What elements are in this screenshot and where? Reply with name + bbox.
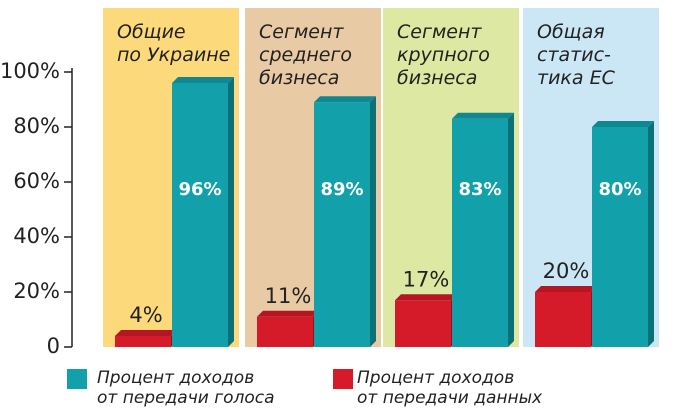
bar bbox=[452, 118, 508, 347]
bar-top bbox=[452, 112, 514, 119]
bar bbox=[172, 83, 228, 347]
bar bbox=[592, 127, 648, 347]
bar bbox=[115, 336, 171, 347]
category-label: Общие по Украине bbox=[117, 21, 230, 66]
y-tick-label: 20% bbox=[13, 279, 60, 303]
category-label: Сегмент среднего бизнеса bbox=[259, 21, 352, 89]
y-tick-label: 100% bbox=[0, 59, 60, 83]
value-label: 20% bbox=[543, 259, 590, 283]
value-label: 96% bbox=[178, 179, 221, 200]
bar bbox=[535, 292, 591, 347]
bar bbox=[314, 102, 370, 347]
bar-top bbox=[314, 96, 376, 103]
legend-swatch bbox=[333, 369, 353, 389]
bar-top bbox=[395, 294, 457, 301]
value-label: 89% bbox=[320, 179, 363, 200]
bar bbox=[257, 316, 313, 347]
bar-top bbox=[115, 330, 177, 336]
value-label: 80% bbox=[598, 179, 641, 200]
bar-top bbox=[172, 77, 234, 83]
bar-side bbox=[228, 77, 234, 347]
bar-top bbox=[592, 121, 654, 127]
y-tick-label: 0 bbox=[47, 334, 60, 358]
legend-label: Процент доходов от передачи голоса bbox=[97, 368, 275, 408]
value-label: 4% bbox=[129, 303, 162, 327]
value-label: 83% bbox=[458, 179, 501, 200]
y-tick-label: 80% bbox=[13, 114, 60, 138]
y-tick-label: 40% bbox=[13, 224, 60, 248]
value-label: 17% bbox=[403, 267, 450, 291]
category-label: Общая статис-тика ЕС bbox=[537, 21, 616, 89]
bar bbox=[395, 300, 451, 347]
value-label: 11% bbox=[265, 284, 312, 308]
legend-swatch bbox=[67, 369, 87, 389]
legend-label: Процент доходов от передачи данных bbox=[357, 368, 543, 408]
bar-top bbox=[257, 310, 319, 317]
category-label: Сегмент крупного бизнеса bbox=[397, 21, 490, 89]
bar-top bbox=[535, 286, 597, 292]
bar-side bbox=[648, 121, 654, 347]
bar-side bbox=[370, 96, 376, 347]
y-tick-label: 60% bbox=[13, 169, 60, 193]
bar-side bbox=[508, 112, 514, 347]
